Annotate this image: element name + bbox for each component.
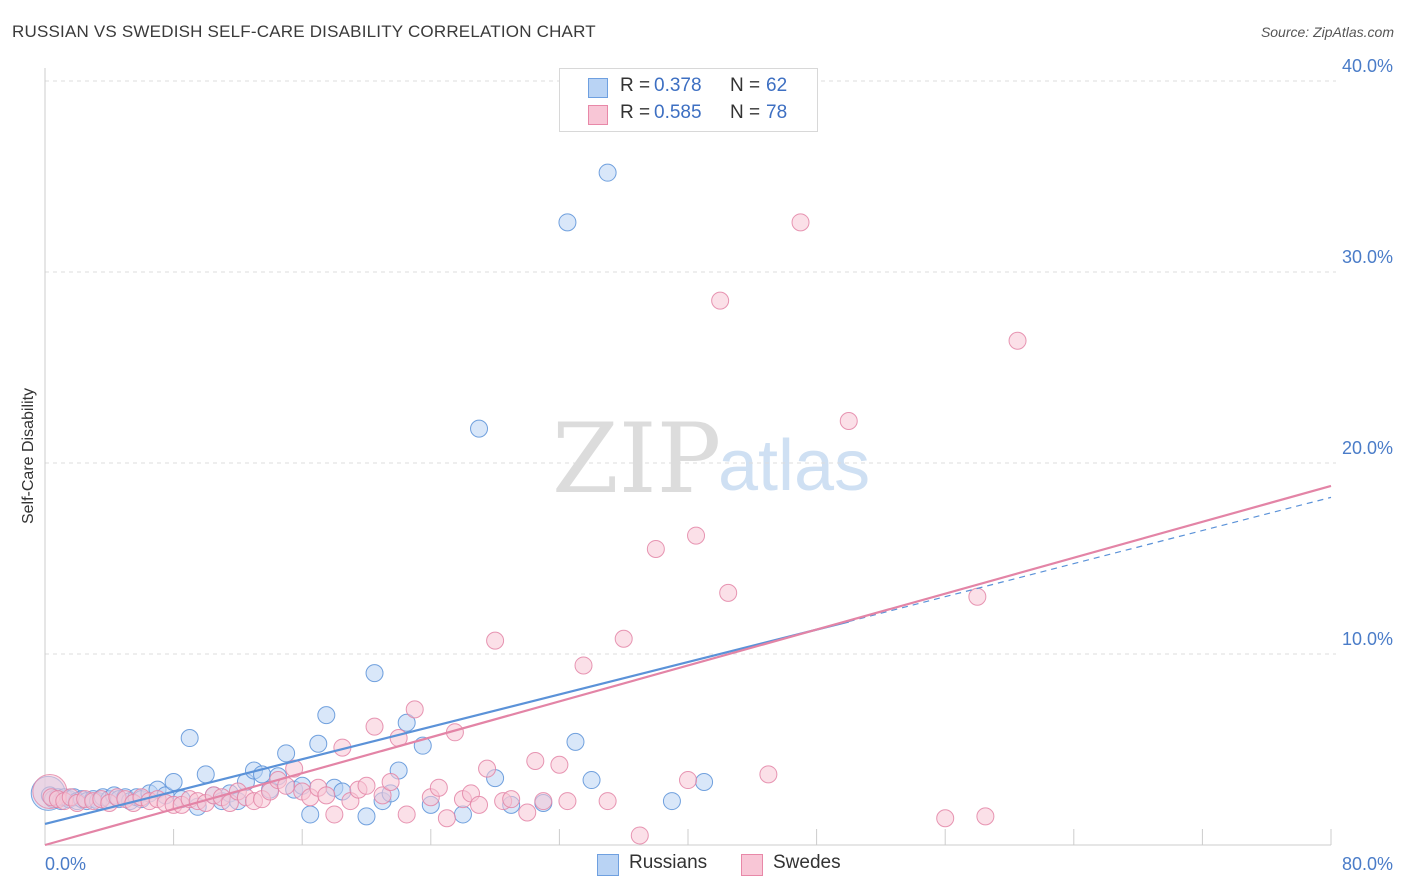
point-russians	[598, 163, 617, 182]
point-russians	[365, 664, 384, 683]
y-tick-label: 10.0%	[1342, 629, 1393, 649]
point-swedes	[598, 792, 617, 811]
point-swedes	[558, 792, 577, 811]
point-swedes	[405, 700, 424, 719]
bottom-legend-swatch-russians	[597, 854, 619, 876]
point-swedes	[1008, 331, 1027, 350]
legend-n-label: N =	[730, 75, 761, 96]
point-swedes	[679, 771, 697, 790]
point-swedes	[365, 717, 384, 736]
point-swedes	[976, 807, 995, 826]
point-russians	[196, 765, 215, 784]
point-swedes	[357, 776, 376, 795]
trend-line-swedes	[44, 484, 1332, 847]
point-swedes	[502, 790, 521, 809]
bottom-legend-label-swedes: Swedes	[773, 852, 841, 873]
legend-swatch-swedes	[588, 105, 608, 125]
tick-labels: 10.0% 20.0% 30.0% 40.0% 0.0% 80.0%	[45, 56, 1393, 874]
point-russians	[662, 792, 681, 811]
point-swedes	[719, 583, 738, 602]
point-swedes	[317, 786, 336, 805]
source-label: Source: ZipAtlas.com	[1260, 24, 1394, 40]
point-swedes	[534, 792, 553, 811]
point-swedes	[630, 826, 649, 845]
point-russians	[470, 419, 489, 438]
point-swedes	[759, 765, 778, 784]
axes	[44, 68, 1332, 846]
legend-r-label: R =	[620, 75, 651, 96]
point-swedes	[711, 291, 730, 310]
data-points	[30, 163, 1027, 845]
watermark-atlas: atlas	[718, 426, 870, 506]
point-russians	[397, 713, 416, 732]
point-swedes	[687, 526, 706, 545]
point-swedes	[526, 751, 545, 770]
point-swedes	[550, 755, 569, 774]
point-swedes	[429, 778, 448, 797]
point-swedes	[437, 809, 456, 828]
point-swedes	[373, 786, 392, 805]
trend-line-russians	[44, 620, 850, 826]
point-russians	[695, 772, 714, 791]
point-swedes	[791, 213, 810, 232]
point-russians	[317, 706, 336, 725]
watermark-zip: ZIP	[552, 403, 721, 515]
point-swedes	[486, 631, 505, 650]
legend-r-value: 0.585	[654, 102, 702, 123]
point-russians	[277, 744, 296, 763]
point-russians	[301, 805, 320, 824]
bottom-legend-swatch-swedes	[741, 854, 763, 876]
stats-legend: R = 0.378 N = 62 R = 0.585 N = 78	[559, 68, 818, 132]
legend-n-label: N =	[730, 102, 761, 123]
grid	[45, 80, 1336, 655]
legend-r-value: 0.378	[654, 75, 702, 96]
point-swedes	[470, 795, 489, 814]
point-swedes	[574, 656, 593, 675]
y-axis-label: Self-Care Disability	[20, 388, 37, 524]
point-russians	[558, 213, 577, 232]
trend-extension-russians	[848, 496, 1332, 623]
y-tick-label: 20.0%	[1342, 438, 1393, 458]
point-swedes	[646, 539, 665, 558]
point-swedes	[478, 759, 497, 778]
point-swedes	[968, 587, 987, 606]
y-tick-label: 40.0%	[1342, 56, 1393, 76]
point-russians	[180, 729, 199, 748]
x-tick-label-min: 0.0%	[45, 854, 86, 874]
point-russians	[453, 805, 472, 824]
legend-n-value: 78	[766, 102, 788, 123]
point-russians	[357, 807, 376, 826]
point-swedes	[936, 809, 955, 828]
point-swedes	[839, 411, 858, 430]
watermark: ZIP atlas	[552, 403, 870, 515]
point-russians	[309, 734, 328, 753]
y-tick-label: 30.0%	[1342, 247, 1393, 267]
point-russians	[164, 772, 183, 791]
trend-lines	[44, 484, 1332, 847]
point-swedes	[614, 629, 633, 648]
point-swedes	[381, 772, 400, 791]
legend-r-label: R =	[620, 102, 651, 123]
point-swedes	[397, 805, 416, 824]
legend-n-value: 62	[766, 75, 788, 96]
point-russians	[566, 732, 585, 751]
chart-title: RUSSIAN VS SWEDISH SELF-CARE DISABILITY …	[12, 22, 596, 41]
x-tick-label-max: 80.0%	[1342, 854, 1393, 874]
bottom-legend-label-russians: Russians	[629, 852, 708, 873]
legend-swatch-russians	[588, 78, 608, 98]
point-russians	[582, 771, 601, 790]
point-swedes	[325, 805, 344, 824]
point-swedes	[518, 803, 537, 822]
